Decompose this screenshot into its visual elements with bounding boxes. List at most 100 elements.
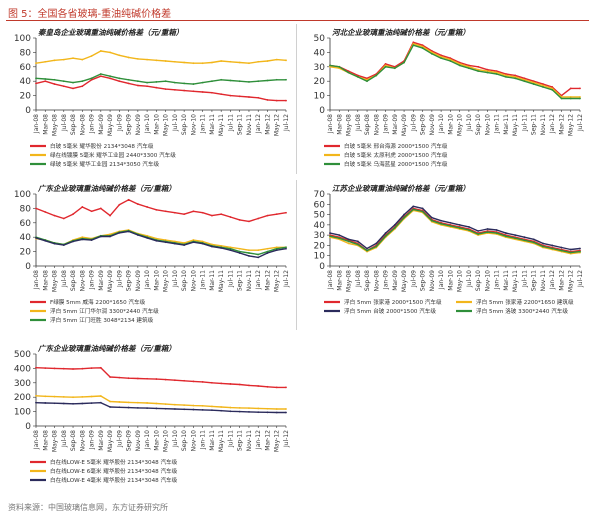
chart-panel-qinhuangdao: 秦皇岛企业玻璃重油纯碱价格差（元/重箱） 0 20 40 60 80 100 Jan-08 Ma… xyxy=(6,24,292,174)
x-tick-label: Sep-10 xyxy=(475,114,482,135)
data-point xyxy=(257,96,260,99)
data-point xyxy=(192,239,195,241)
x-tick-label: May-11 xyxy=(512,114,519,136)
data-point xyxy=(201,91,204,93)
data-point xyxy=(109,235,111,238)
data-point xyxy=(62,244,65,247)
x-tick-label: May-12 xyxy=(274,430,281,452)
data-point xyxy=(542,84,544,87)
data-point xyxy=(44,239,47,242)
x-tick-label: Jan-12 xyxy=(255,270,262,290)
data-point xyxy=(164,88,167,91)
data-point xyxy=(99,401,102,404)
data-point xyxy=(81,236,84,239)
data-point xyxy=(532,81,535,84)
data-point xyxy=(440,222,443,225)
data-point xyxy=(238,80,241,83)
data-point xyxy=(338,234,341,237)
data-point xyxy=(551,247,554,250)
x-tick-label: Nov-10 xyxy=(484,114,491,136)
data-point xyxy=(347,242,350,245)
data-point xyxy=(477,65,480,68)
data-point xyxy=(109,233,111,236)
x-tick-label: Mar-09 xyxy=(98,430,105,451)
data-point xyxy=(136,406,139,409)
data-point xyxy=(257,385,260,387)
data-point xyxy=(430,219,433,222)
data-point xyxy=(285,408,287,410)
data-point xyxy=(238,219,241,221)
data-point xyxy=(127,230,130,233)
legend-label: 白玻 5毫米 邢台海源 2000*1500 汽车级 xyxy=(344,142,448,150)
data-point xyxy=(53,59,56,62)
data-point xyxy=(72,368,74,370)
data-point xyxy=(440,219,443,222)
data-point xyxy=(257,407,260,410)
data-point xyxy=(220,406,223,408)
x-tick-label: Mar-12 xyxy=(558,114,565,135)
x-tick-label: Jan-08 xyxy=(327,270,334,290)
data-point xyxy=(257,249,260,252)
data-point xyxy=(146,81,149,84)
x-tick-label: Nov-10 xyxy=(190,270,197,292)
x-tick-label: Jul-12 xyxy=(577,270,584,288)
data-point xyxy=(127,406,130,409)
series-line xyxy=(35,50,287,64)
data-point xyxy=(220,60,223,62)
data-point xyxy=(532,83,535,85)
data-point xyxy=(211,61,213,64)
series-line xyxy=(35,395,286,410)
data-point xyxy=(99,207,102,210)
x-tick-label: Mar-09 xyxy=(98,270,105,291)
data-point xyxy=(220,382,223,385)
data-point xyxy=(35,77,37,80)
data-point xyxy=(421,207,424,210)
data-point xyxy=(109,51,111,54)
x-tick-label: Sep-09 xyxy=(420,114,427,135)
series-line xyxy=(35,230,287,259)
data-point xyxy=(477,230,480,232)
series-line xyxy=(35,75,286,102)
source-note: 资料来源：中国玻璃信息网，东方证券研究所 xyxy=(8,503,168,512)
data-point xyxy=(62,80,65,83)
data-point xyxy=(53,395,56,398)
data-point xyxy=(266,385,269,388)
chart-panel-guangdong-2: 广东企业玻璃重油纯碱价格差（元/重箱） 0 100 200 300 400 500 Jan-0… xyxy=(6,340,292,490)
data-point xyxy=(542,86,544,88)
x-tick-label: Jul-09 xyxy=(116,114,123,132)
data-point xyxy=(192,404,195,407)
data-point xyxy=(393,223,396,226)
x-tick-label: May-09 xyxy=(107,270,114,292)
x-tick-label: Mar-10 xyxy=(153,430,160,451)
data-point xyxy=(164,378,167,381)
y-tick-label: 40 xyxy=(314,221,326,231)
x-tick-label: Jan-11 xyxy=(494,270,501,290)
data-point xyxy=(118,80,121,83)
data-point xyxy=(109,400,111,403)
x-tick-label: May-08 xyxy=(346,270,353,292)
data-point xyxy=(393,227,396,229)
x-tick-label: Nov-10 xyxy=(484,270,491,292)
data-point xyxy=(384,235,387,238)
x-tick-label: Jan-12 xyxy=(255,430,262,450)
data-point xyxy=(366,249,368,252)
data-point xyxy=(275,386,278,389)
legend-label: 浮白 5mm 张家港 2200*1650 建筑级 xyxy=(476,298,574,306)
data-point xyxy=(347,240,350,243)
x-tick-label: Nov-08 xyxy=(373,114,380,136)
y-tick-label: 10 xyxy=(314,92,326,102)
chart-panel-jiangsu: 江苏企业玻璃重油纯碱价格差（元/重箱） 0 10 20 30 40 50 60 70 Jan-08… xyxy=(300,180,586,330)
data-point xyxy=(375,242,378,245)
x-tick-label: Jan-12 xyxy=(549,270,556,290)
data-point xyxy=(72,87,74,90)
data-point xyxy=(356,240,359,243)
data-point xyxy=(220,244,223,247)
data-point xyxy=(164,241,167,244)
data-point xyxy=(136,234,139,236)
data-point xyxy=(90,239,93,241)
x-tick-label: Jul-10 xyxy=(172,270,179,288)
y-tick-label: 0 xyxy=(319,106,325,116)
data-point xyxy=(532,241,535,244)
data-point xyxy=(229,94,232,97)
data-point xyxy=(458,64,461,67)
